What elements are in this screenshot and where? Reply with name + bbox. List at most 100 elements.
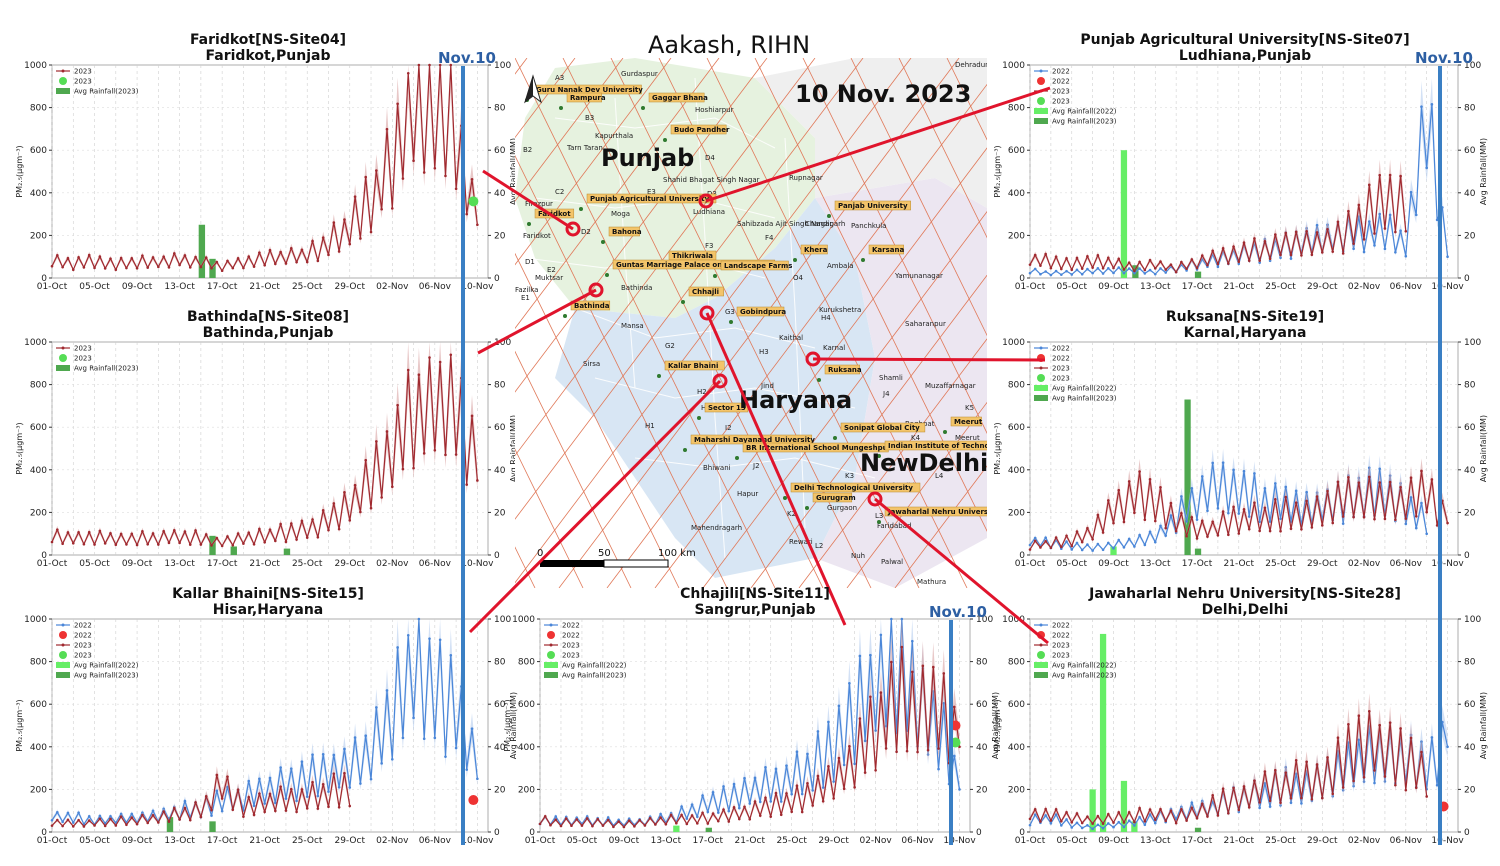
series-point-2022 <box>1284 485 1288 489</box>
y2tick-label: 40 <box>1464 189 1476 199</box>
series-point-2022 <box>690 803 694 806</box>
series-point-2023 <box>268 528 272 531</box>
series-point-2022 <box>369 777 373 781</box>
series-point-2022 <box>779 800 783 803</box>
xtick-label: 01-Oct <box>37 559 68 569</box>
series-point-2023 <box>1446 521 1449 525</box>
series-point-2022 <box>305 795 309 798</box>
y2tick-label: 60 <box>1464 423 1476 433</box>
series-point-2023 <box>1331 792 1335 796</box>
series-point-2022 <box>790 792 794 796</box>
series-point-2023 <box>422 452 426 455</box>
series-point-2022 <box>1279 517 1282 520</box>
legend-label: 2022 <box>1052 632 1070 640</box>
series-point-2023 <box>109 257 112 260</box>
series-point-2023 <box>236 532 240 535</box>
legend-swatch-dot <box>61 643 65 647</box>
series-point-2023 <box>311 239 314 243</box>
series-point-2023 <box>1242 507 1246 511</box>
series-point-2023 <box>1268 257 1272 260</box>
series-point-2023 <box>1441 499 1444 503</box>
series-point-2023 <box>1336 736 1340 739</box>
series-point-2022 <box>1117 266 1121 269</box>
series-point-2023 <box>1404 517 1408 520</box>
site-label: Guru Nanak Dev University <box>536 86 643 94</box>
chart-legend: 2023 2023 Avg Rainfall(2023) <box>56 345 139 373</box>
series-point-2023 <box>1049 266 1053 270</box>
series-point-2023 <box>284 540 288 544</box>
series-point-2023 <box>300 519 304 523</box>
series-point-2022 <box>311 753 314 756</box>
series-point-2023 <box>1185 267 1188 271</box>
series-point-2023 <box>98 529 102 533</box>
xtick-label: 13-Oct <box>164 836 195 846</box>
series-point-2023 <box>1200 519 1204 523</box>
series-point-2023 <box>1143 819 1147 823</box>
legend-label: Avg Rainfall(2023) <box>1052 672 1117 680</box>
series-point-2023 <box>162 255 165 259</box>
series-point-2022 <box>853 762 856 766</box>
series-point-2023 <box>1065 256 1068 260</box>
y2tick-label: 40 <box>494 189 506 199</box>
series-point-2022 <box>87 815 91 818</box>
series-point-2023 <box>1143 518 1147 522</box>
series-point-2023 <box>1153 818 1157 821</box>
series-point-2023 <box>774 791 778 795</box>
y2tick-label: 80 <box>494 658 506 668</box>
site-label: Jawaharlal Nehru University <box>887 508 987 516</box>
legend-label: Avg Rainfall(2023) <box>562 672 627 680</box>
series-point-2023 <box>1086 255 1089 258</box>
series-point-2023 <box>764 796 767 800</box>
ytick-label: 1000 <box>24 338 47 348</box>
series-point-2022 <box>1420 501 1423 505</box>
y-axis-label: PM₂.₅(μgm⁻³) <box>993 422 1002 474</box>
legend-swatch-marker <box>59 77 67 85</box>
y-axis-label: PM₂.₅(μgm⁻³) <box>15 422 24 474</box>
series-point-2022 <box>1080 548 1084 552</box>
series-point-2022 <box>890 617 893 621</box>
series-point-2022 <box>1138 533 1141 537</box>
series-point-2023 <box>1326 489 1329 493</box>
series-point-2023 <box>559 824 563 828</box>
series-point-2023 <box>268 248 272 252</box>
site-dot <box>563 314 567 318</box>
y2-axis-label: Avg Rainfall(MM) <box>1479 138 1488 205</box>
chart-subtitle: Faridkot,Punjab <box>205 48 331 64</box>
series-point-2022 <box>706 810 710 814</box>
series-point-2023 <box>664 822 668 826</box>
chart-plot: 0 200 400 600 800 1000 0 20 40 60 80 100 01-Oct 05-Oc… <box>993 61 1488 292</box>
legend-swatch-marker <box>1037 651 1045 659</box>
legend-swatch-marker <box>59 651 67 659</box>
series-point-2023 <box>343 218 346 221</box>
ytick-label: 800 <box>30 104 47 114</box>
xtick-label: 17-Oct <box>1182 559 1213 569</box>
series-point-2023 <box>66 531 70 534</box>
series-point-2023 <box>327 253 330 257</box>
site-label: Sonipat Global City <box>844 424 920 432</box>
series-point-2023 <box>130 256 134 260</box>
site-dot <box>943 430 947 434</box>
series-point-2023 <box>321 782 325 786</box>
series-point-2023 <box>263 810 266 814</box>
chart-title: Ruksana[NS-Site19] <box>1165 309 1325 325</box>
series-point-2022 <box>585 815 589 818</box>
site-marker-box <box>800 244 828 255</box>
series-point-2023 <box>433 166 437 170</box>
series-point-2023 <box>77 818 80 822</box>
series-point-2023 <box>1310 526 1314 529</box>
series-point-2023 <box>1425 795 1428 798</box>
series-point-2022 <box>1367 220 1371 223</box>
series-point-2022 <box>50 818 54 822</box>
grid-cell-label: K2 <box>787 510 796 518</box>
xtick-label: 05-Oct <box>1056 282 1087 292</box>
legend-label: 2023 <box>1052 98 1070 106</box>
y2tick-label: 0 <box>1464 551 1470 561</box>
series-point-2022 <box>1441 720 1444 724</box>
series-point-2023 <box>617 820 620 823</box>
series-point-2022 <box>952 754 956 758</box>
series-point-2022 <box>696 815 699 819</box>
series-point-2023 <box>911 670 914 674</box>
series-point-2023 <box>1320 251 1324 254</box>
series-point-2022 <box>858 654 862 658</box>
series-point-2022 <box>1211 461 1214 465</box>
